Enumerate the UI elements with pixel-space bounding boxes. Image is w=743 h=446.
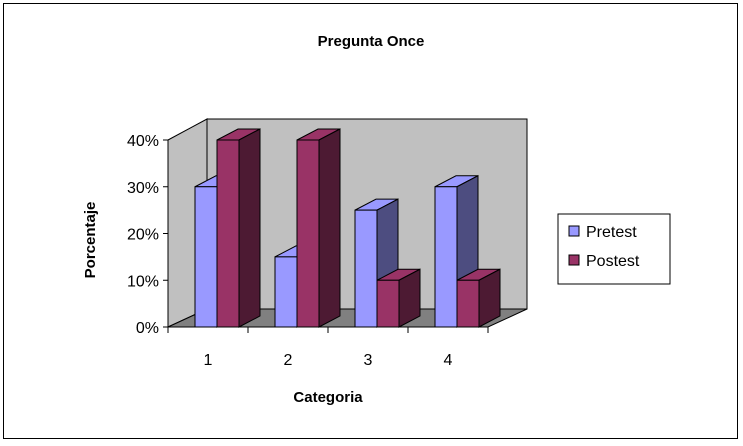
bar-front-face [434, 186, 458, 328]
bar-front-face [194, 186, 218, 328]
y-tick-label: 40% [127, 133, 159, 150]
bar-front-face [354, 209, 378, 328]
y-axis-title: Porcentaje [82, 202, 99, 279]
bar-postest-cat-1 [216, 128, 261, 328]
y-tick-label: 10% [127, 273, 159, 290]
chart-title: Pregunta Once [318, 33, 425, 50]
bar-postest-cat-3 [376, 268, 421, 328]
bar-front-face [456, 279, 480, 328]
bar-front-face [216, 139, 240, 328]
bar-front-face [376, 279, 400, 328]
y-tick-label: 0% [136, 320, 159, 337]
bar-front-face [274, 256, 298, 328]
y-tick-label: 30% [127, 180, 159, 197]
bar-postest-cat-2 [296, 128, 341, 328]
x-tick-label: 1 [204, 352, 213, 369]
legend-label: Pretest [586, 224, 637, 241]
legend-label: Postest [586, 253, 640, 270]
x-tick-label: 4 [444, 352, 453, 369]
legend-swatch [568, 225, 580, 237]
bar-postest-cat-4 [456, 268, 501, 328]
bar-front-face [296, 139, 320, 328]
x-tick-label: 3 [364, 352, 373, 369]
y-tick-label: 20% [127, 227, 159, 244]
x-tick-label: 2 [284, 352, 293, 369]
bar-side-face [318, 128, 341, 328]
x-axis-title: Categoria [293, 389, 363, 406]
bar-side-face [238, 128, 261, 328]
legend-swatch [568, 254, 580, 266]
